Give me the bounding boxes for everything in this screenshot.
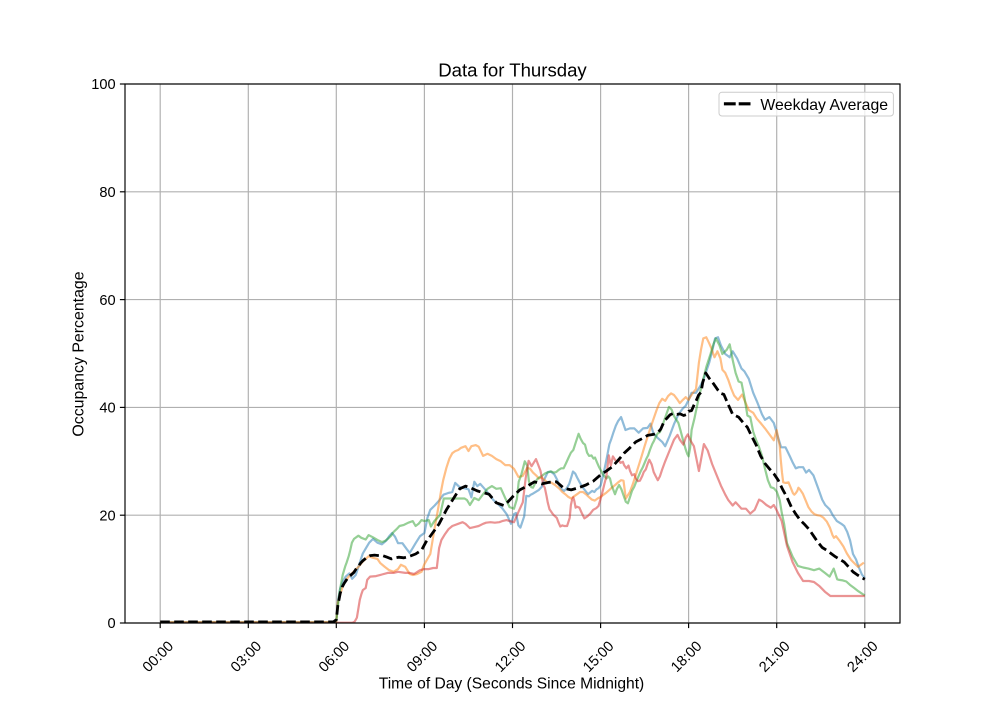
svg-text:80: 80	[99, 185, 115, 201]
svg-text:Time of Day (Seconds Since Mid: Time of Day (Seconds Since Midnight)	[379, 676, 645, 693]
svg-text:20: 20	[99, 508, 115, 524]
svg-text:Occupancy Percentage: Occupancy Percentage	[70, 271, 87, 436]
svg-text:Data for Thursday: Data for Thursday	[438, 59, 587, 80]
svg-text:100: 100	[91, 77, 115, 93]
svg-text:Weekday Average: Weekday Average	[760, 97, 888, 114]
svg-text:40: 40	[99, 401, 115, 417]
svg-text:0: 0	[107, 616, 115, 632]
svg-text:60: 60	[99, 293, 115, 309]
